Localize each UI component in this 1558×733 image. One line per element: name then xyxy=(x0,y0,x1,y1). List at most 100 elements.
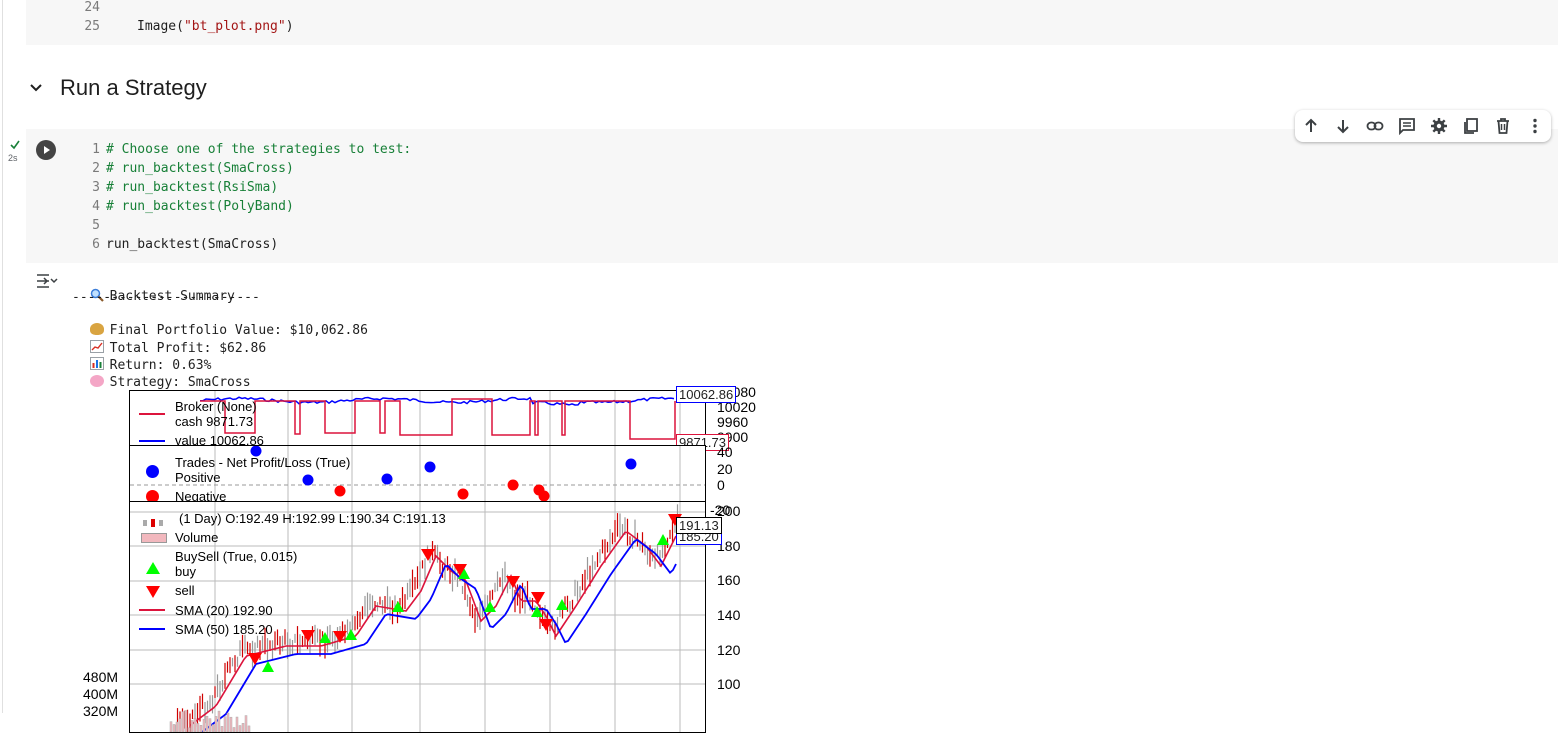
volume-bar xyxy=(214,716,218,732)
volume-bar xyxy=(172,724,176,732)
broker-plot xyxy=(199,391,681,445)
section-title: Run a Strategy xyxy=(60,75,207,100)
volume-bar xyxy=(184,710,188,732)
buy-marker xyxy=(262,661,274,672)
y-tick: 20 xyxy=(717,461,733,477)
final-value-text: Final Portfolio Value: $10,062.86 xyxy=(109,323,368,338)
price-panel xyxy=(129,501,706,733)
trade-positive-point xyxy=(424,461,436,473)
code-line[interactable]: Image("bt_plot.png") xyxy=(137,19,294,34)
sell-marker xyxy=(531,592,545,604)
code-cell[interactable] xyxy=(26,129,1558,263)
volume-bar xyxy=(247,725,251,732)
y-tick: -20 xyxy=(710,502,731,518)
arrow-up-icon[interactable] xyxy=(1299,114,1323,138)
sell-marker xyxy=(539,619,553,631)
gear-icon[interactable] xyxy=(1427,114,1451,138)
chart-increasing-icon xyxy=(89,340,104,353)
legend-title: Broker (None) xyxy=(175,399,257,414)
line-number: 4 xyxy=(92,199,100,214)
buy-marker xyxy=(319,632,331,643)
code-line[interactable]: # run_backtest(RsiSma) xyxy=(106,180,279,195)
cell-toolbar xyxy=(1295,110,1551,142)
run-cell-button[interactable] xyxy=(36,140,56,160)
sell-marker xyxy=(301,630,315,642)
buy-marker xyxy=(657,534,669,545)
volume-bar xyxy=(241,723,245,732)
trade-positive-point xyxy=(302,474,314,486)
code-fn: Image( xyxy=(137,19,184,34)
return-text: Return: 0.63% xyxy=(109,358,212,373)
code-line[interactable]: run_backtest(SmaCross) xyxy=(106,237,279,252)
trade-negative-point xyxy=(538,490,550,501)
volume-bar xyxy=(223,716,227,732)
money-bag-icon xyxy=(89,323,104,335)
volume-bar xyxy=(175,721,179,732)
volume-bar xyxy=(196,723,200,732)
volume-bar xyxy=(169,721,173,732)
buy-marker xyxy=(392,601,404,612)
strategy-text: Strategy: SmaCross xyxy=(109,375,251,390)
summary-divider: ------------------------ xyxy=(72,290,260,305)
sell-marker xyxy=(248,653,262,665)
volume-bar xyxy=(226,712,230,732)
volume-bar xyxy=(187,727,191,732)
legend-sell-marker xyxy=(146,585,160,598)
volume-bar xyxy=(220,726,224,732)
legend-sma50: SMA (50) 185.20 xyxy=(175,622,273,637)
chevron-down-icon[interactable] xyxy=(28,80,44,96)
y-tick: 9960 xyxy=(717,414,749,430)
total-profit-line: Total Profit: $62.86 xyxy=(74,325,266,356)
volume-bar xyxy=(190,720,194,732)
mirror-cell-icon[interactable] xyxy=(1459,114,1483,138)
volume-bar xyxy=(211,724,215,732)
sell-marker xyxy=(506,576,520,588)
y-tick: 0 xyxy=(717,477,725,493)
buy-marker xyxy=(531,606,543,617)
more-vert-icon[interactable] xyxy=(1523,114,1547,138)
legend-swatch-sma20 xyxy=(139,609,165,611)
volume-bar xyxy=(193,717,197,732)
volume-bar xyxy=(181,711,185,732)
y-tick: 120 xyxy=(717,642,741,658)
legend-sma20: SMA (20) 192.90 xyxy=(175,603,273,618)
return-line: Return: 0.63% xyxy=(74,342,211,373)
sell-marker xyxy=(421,549,435,561)
final-value-line: Final Portfolio Value: $10,062.86 xyxy=(74,308,368,338)
code-line[interactable]: # run_backtest(PolyBand) xyxy=(106,199,294,214)
legend-buy: buy xyxy=(175,564,196,579)
link-icon[interactable] xyxy=(1363,114,1387,138)
trade-positive-point xyxy=(381,473,393,485)
legend-dot-positive xyxy=(146,465,159,478)
line-number: 24 xyxy=(84,0,100,15)
y-tick: 140 xyxy=(717,607,741,623)
sell-marker xyxy=(453,564,467,576)
legend-value: value 10062.86 xyxy=(175,433,264,448)
trash-icon[interactable] xyxy=(1491,114,1515,138)
previous-code-cell[interactable] xyxy=(26,0,1558,45)
arrow-down-icon[interactable] xyxy=(1331,114,1355,138)
legend-cash: cash 9871.73 xyxy=(175,414,254,429)
output-options-icon[interactable] xyxy=(36,272,58,290)
cash-line xyxy=(200,398,676,440)
sma50-line xyxy=(200,538,677,732)
volume-bar xyxy=(238,725,242,732)
code-line[interactable]: # run_backtest(SmaCross) xyxy=(106,161,294,176)
strategy-line: Strategy: SmaCross xyxy=(74,360,251,390)
comment-icon[interactable] xyxy=(1395,114,1419,138)
buy-marker xyxy=(484,601,496,612)
legend-swatch-cash xyxy=(139,413,165,415)
volume-bar xyxy=(205,715,209,732)
trades-panel xyxy=(129,445,706,502)
legend-buy-marker xyxy=(146,561,160,574)
volume-tick: 320M xyxy=(83,703,119,719)
y-tick: 40 xyxy=(717,444,733,460)
y-tick: 200 xyxy=(717,503,741,519)
summary-title: Backtest Summary xyxy=(74,273,235,304)
legend-volume: Volume xyxy=(175,530,219,545)
summary-title-text: Backtest Summary xyxy=(109,289,235,304)
volume-bar xyxy=(178,718,182,732)
code-line[interactable]: # Choose one of the strategies to test: xyxy=(106,142,412,157)
volume-bar xyxy=(202,719,206,732)
play-icon xyxy=(44,146,50,154)
